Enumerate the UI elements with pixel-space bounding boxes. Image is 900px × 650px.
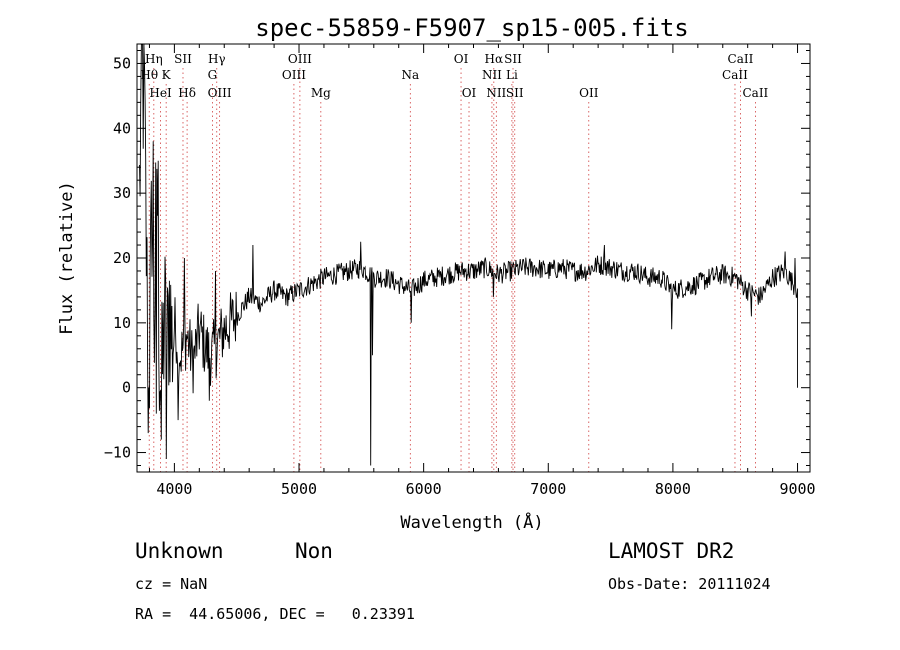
class-label: Unknown — [135, 539, 224, 563]
line-marker-label: Hη — [145, 52, 163, 66]
line-marker-label: OI — [454, 52, 469, 66]
x-tick-label: 8000 — [655, 480, 691, 498]
chart-title: spec-55859-F5907_sp15-005.fits — [255, 14, 688, 42]
line-marker-label: Hγ — [208, 52, 226, 66]
y-tick-label: 10 — [113, 314, 131, 332]
plot-frame — [136, 43, 811, 473]
line-marker-label: OIII — [288, 52, 312, 66]
y-tick-label: 30 — [113, 184, 131, 202]
y-tick-label: 20 — [113, 249, 131, 267]
x-tick-label: 9000 — [779, 480, 815, 498]
obs-date-label: Obs-Date: 20111024 — [608, 575, 771, 593]
line-marker-label: SII — [506, 86, 524, 100]
x-tick-label: 4000 — [156, 480, 192, 498]
line-marker-label: Mg — [311, 86, 331, 100]
line-marker-label: CaII — [728, 52, 754, 66]
y-tick-label: 0 — [122, 379, 131, 397]
line-marker-label: OII — [579, 86, 599, 100]
line-marker-label: G — [208, 68, 218, 82]
line-marker-label: OIII — [282, 68, 306, 82]
y-axis-label: Flux (relative) — [57, 181, 77, 335]
line-marker-label: CaII — [742, 86, 768, 100]
line-marker-label: Li — [506, 68, 518, 82]
x-tick-label: 5000 — [281, 480, 317, 498]
line-marker-label: CaII — [722, 68, 748, 82]
line-marker-label: NII — [482, 68, 502, 82]
y-tick-label: 40 — [113, 119, 131, 137]
line-marker-label: Na — [401, 68, 419, 82]
line-marker-label: SII — [174, 52, 192, 66]
x-tick-label: 7000 — [530, 480, 566, 498]
line-marker-label: OIII — [208, 86, 232, 100]
y-tick-label: 50 — [113, 54, 131, 72]
coordinates-label: RA = 44.65006, DEC = 0.23391 — [135, 605, 415, 623]
line-marker-label: OI — [462, 86, 477, 100]
y-tick-label: −10 — [104, 444, 131, 462]
line-marker-label: Hα — [485, 52, 504, 66]
x-tick-label: 6000 — [406, 480, 442, 498]
survey-label: LAMOST DR2 — [608, 539, 735, 563]
spectrum-line — [139, 43, 798, 466]
x-axis-label: Wavelength (Å) — [400, 511, 543, 533]
subclass-label: Non — [295, 539, 333, 563]
line-marker-label: HeI — [149, 86, 172, 100]
x-axis: 4000 5000 6000 7000 8000 9000 — [148, 44, 816, 498]
y-axis: −10 0 10 20 30 40 50 — [104, 49, 810, 467]
line-marker-label: K — [162, 68, 172, 82]
line-marker-label: NII — [486, 86, 506, 100]
redshift-label: cz = NaN — [135, 575, 208, 593]
line-marker-label: Hδ — [178, 86, 196, 100]
line-marker-label: SII — [504, 52, 522, 66]
